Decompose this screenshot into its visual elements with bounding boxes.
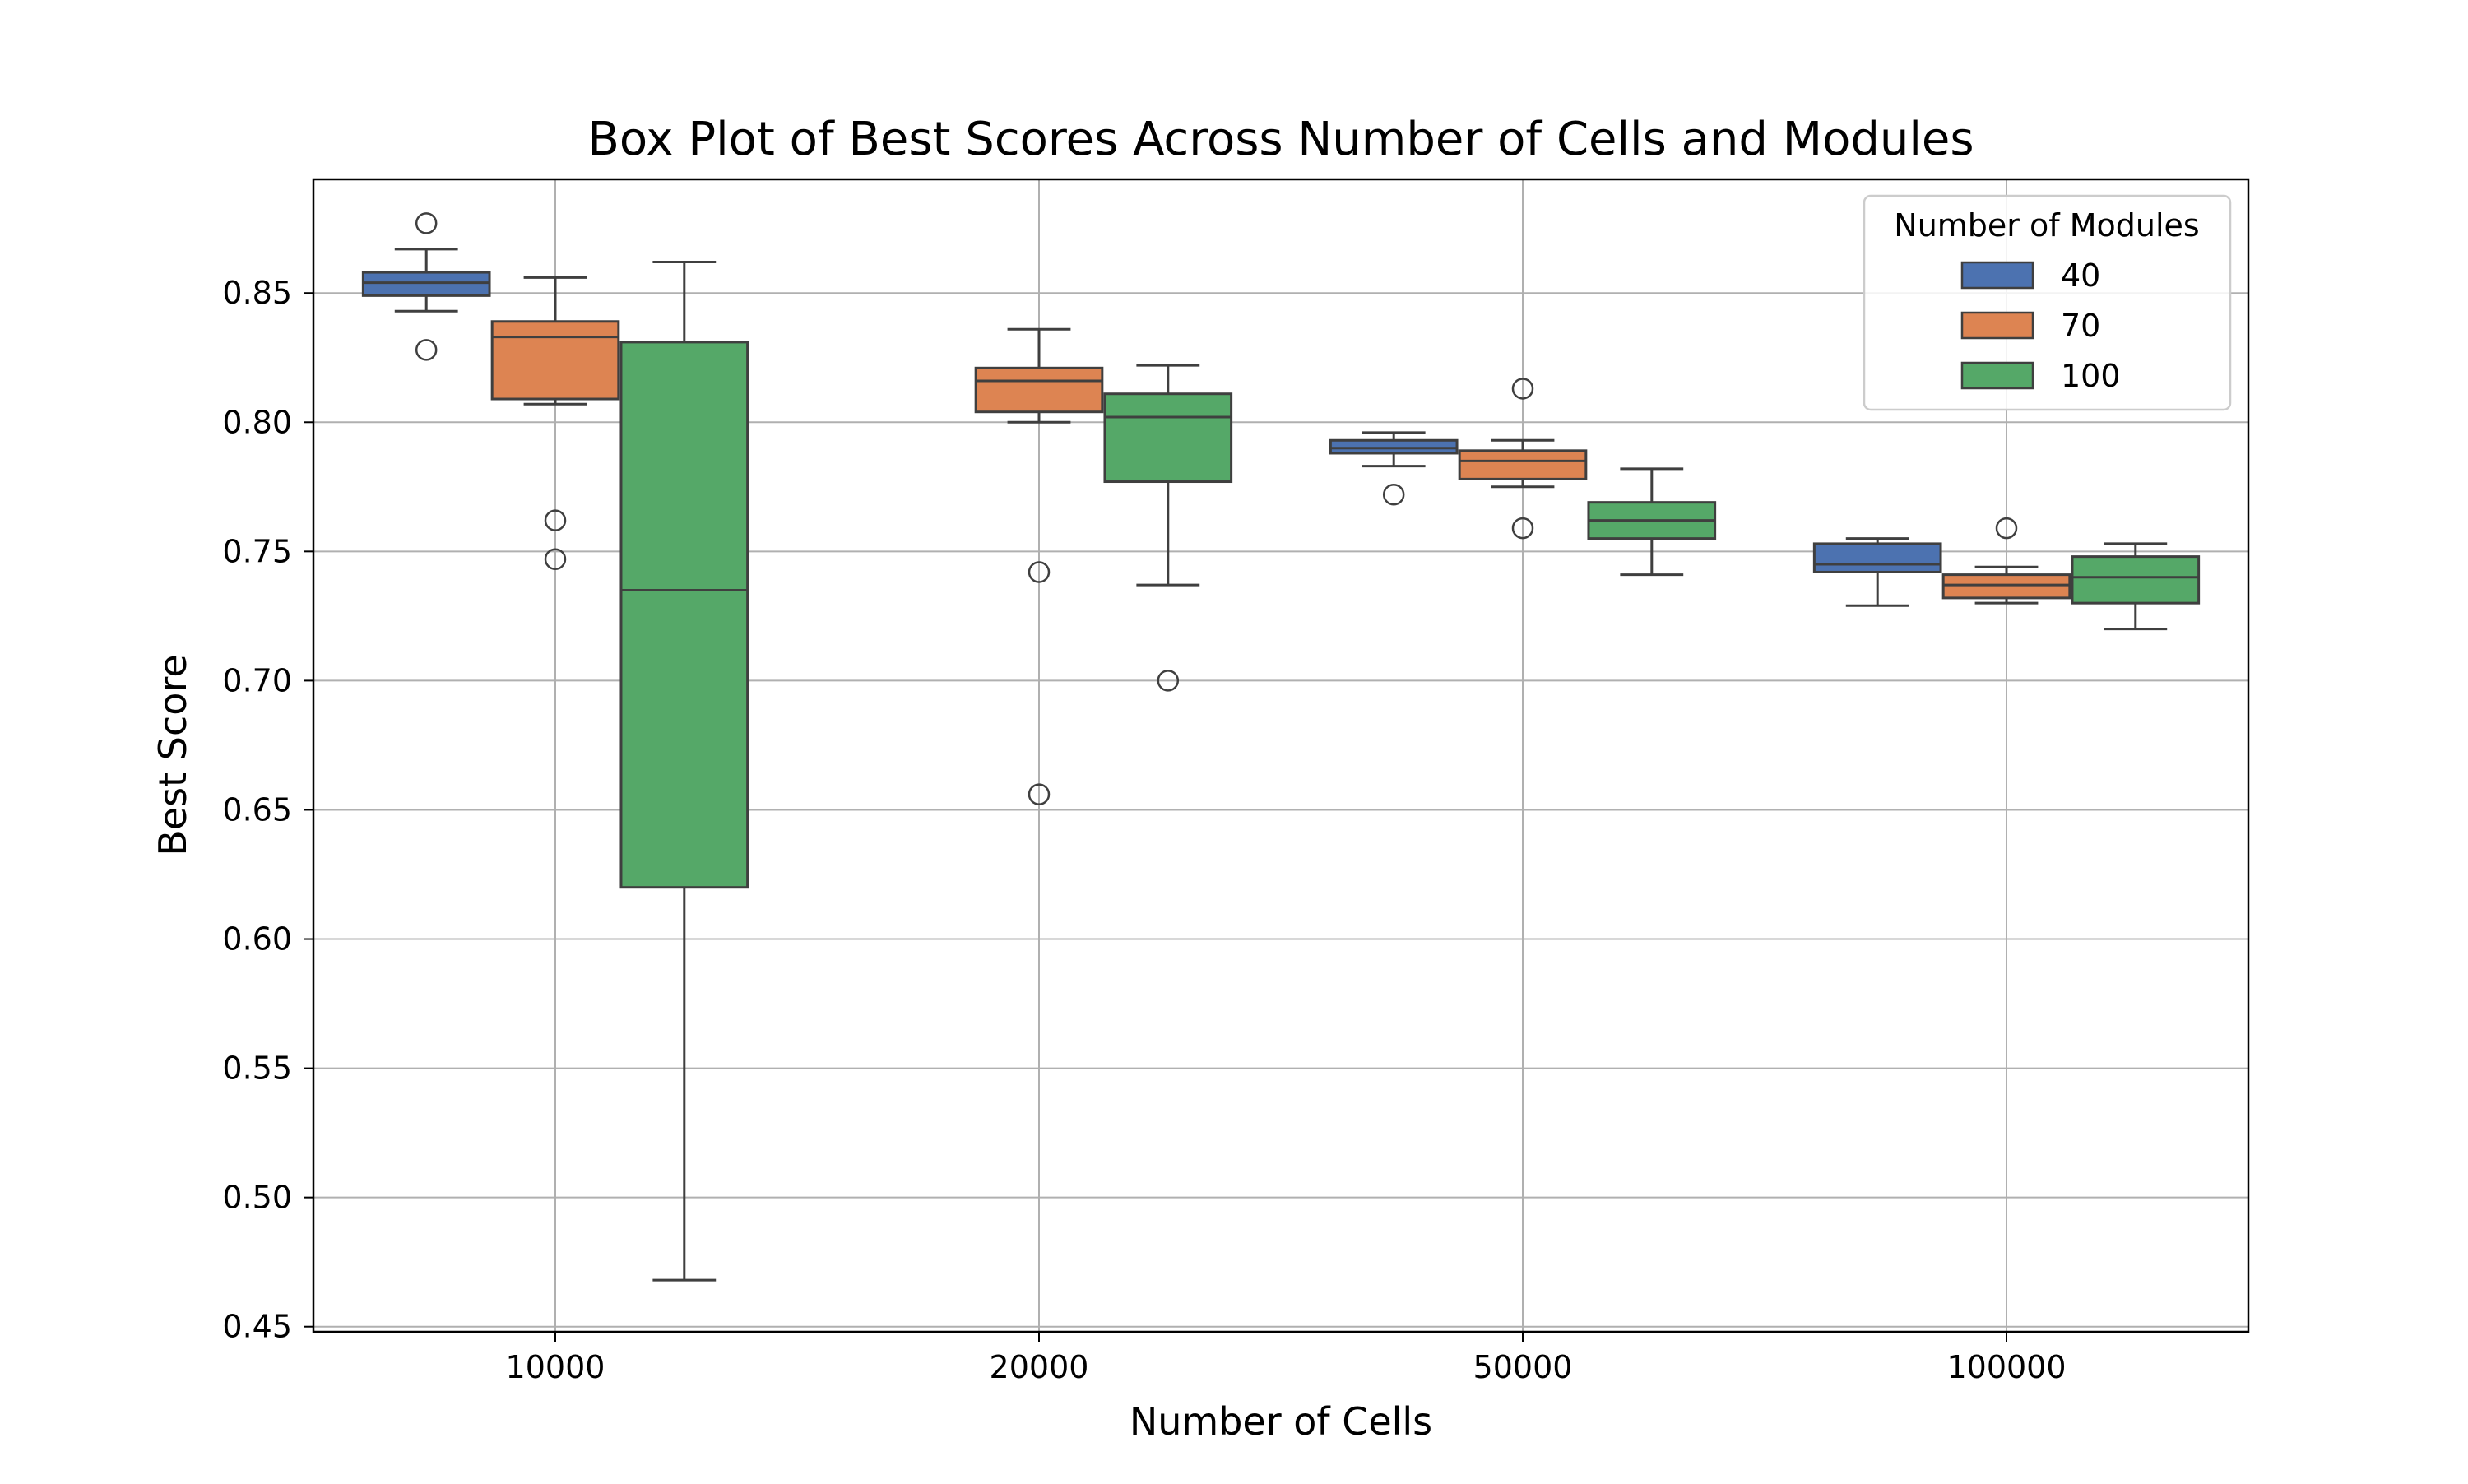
y-tick-label: 0.80 xyxy=(222,404,292,440)
y-tick-label: 0.70 xyxy=(222,662,292,698)
box-body xyxy=(1458,449,1588,480)
box-body xyxy=(619,341,749,889)
box-40-100000 xyxy=(1812,537,1942,607)
x-tick-label: 100000 xyxy=(1946,1349,2066,1385)
legend-label-100: 100 xyxy=(2061,358,2121,394)
outlier-point xyxy=(544,509,567,531)
outlier-point xyxy=(415,339,438,361)
legend-frame xyxy=(1863,194,2232,411)
outlier-point xyxy=(1157,670,1180,692)
box-body xyxy=(490,320,620,401)
outlier-point xyxy=(1028,561,1051,583)
box-70-20000 xyxy=(974,327,1104,805)
outlier-point xyxy=(1511,517,1534,540)
legend-swatch-40 xyxy=(1960,261,2034,290)
outlier-point xyxy=(1995,517,2018,540)
y-tick-label: 0.45 xyxy=(222,1309,292,1345)
legend-swatch-70 xyxy=(1960,311,2034,340)
legend-entries: 40 70 100 xyxy=(1960,257,2121,394)
legend-title: Number of Modules xyxy=(1894,207,2199,243)
y-tick-label: 0.75 xyxy=(222,533,292,569)
x-axis-label: Number of Cells xyxy=(1130,1399,1432,1444)
plot-frame xyxy=(312,178,2250,1333)
box-100-50000 xyxy=(1587,467,1717,577)
y-tick-label: 0.60 xyxy=(222,921,292,958)
box-70-100000 xyxy=(1941,517,2071,605)
x-ticks: 10000 20000 50000 100000 xyxy=(506,1332,2067,1385)
box-body xyxy=(1103,392,1233,484)
box-body xyxy=(1329,438,1459,455)
box-body xyxy=(1941,573,2071,600)
y-ticks: 0.45 0.50 0.55 0.60 0.65 0.70 0.75 0.80 0.85 xyxy=(222,275,313,1345)
box-body xyxy=(1812,542,1942,573)
outlier-point xyxy=(1028,783,1051,805)
y-tick-label: 0.55 xyxy=(222,1050,292,1087)
boxes-layer xyxy=(361,212,2201,1282)
x-tick-label: 50000 xyxy=(1473,1349,1573,1385)
box-100-20000 xyxy=(1103,364,1233,692)
box-100-100000 xyxy=(2071,542,2201,631)
x-tick-label: 10000 xyxy=(506,1349,605,1385)
box-100-10000 xyxy=(619,261,749,1282)
y-tick-label: 0.50 xyxy=(222,1180,292,1216)
outlier-point xyxy=(1511,378,1534,400)
y-tick-label: 0.65 xyxy=(222,791,292,828)
box-body xyxy=(361,271,491,297)
legend-label-40: 40 xyxy=(2061,257,2100,294)
y-axis-label: Best Score xyxy=(151,654,195,856)
legend-label-70: 70 xyxy=(2061,308,2100,344)
legend: Number of Modules 40 70 100 xyxy=(1863,194,2232,411)
x-tick-label: 20000 xyxy=(990,1349,1089,1385)
box-70-10000 xyxy=(490,276,620,571)
outlier-point xyxy=(415,212,438,234)
legend-swatch-100 xyxy=(1960,361,2034,390)
box-40-50000 xyxy=(1329,431,1459,506)
y-tick-label: 0.85 xyxy=(222,275,292,311)
chart-title: Box Plot of Best Scores Across Number of… xyxy=(587,113,1974,166)
box-body xyxy=(2071,555,2201,605)
outlier-point xyxy=(544,548,567,571)
box-body xyxy=(974,366,1104,414)
box-40-10000 xyxy=(361,212,491,361)
outlier-point xyxy=(1382,483,1405,506)
box-70-50000 xyxy=(1458,378,1588,540)
